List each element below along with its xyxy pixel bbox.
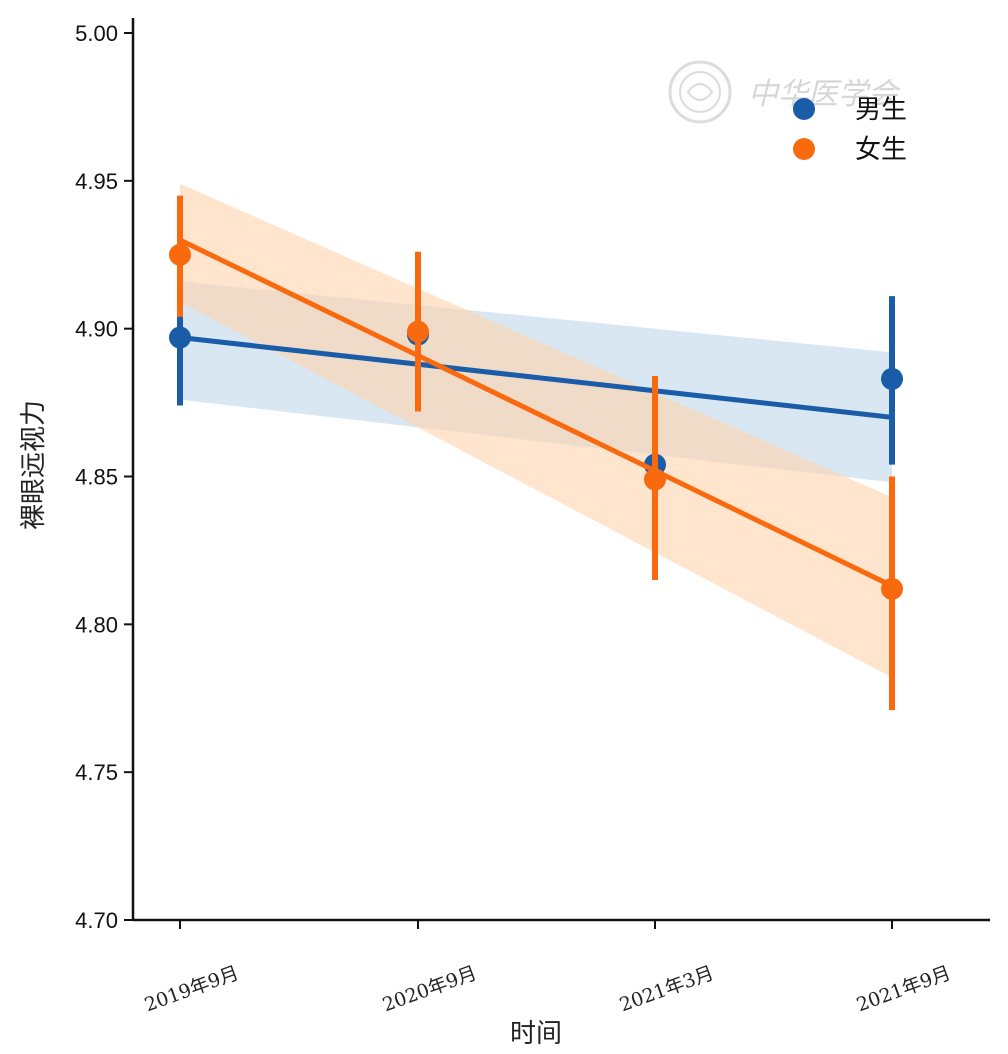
x-axis-title: 时间 xyxy=(510,1019,562,1049)
data-point-male xyxy=(881,367,903,390)
legend-label-female: 女生 xyxy=(855,135,907,165)
watermark-text: 中华医学会 xyxy=(748,77,901,112)
y-tick-label: 4.80 xyxy=(75,612,118,637)
watermark-seal-icon xyxy=(668,60,732,124)
x-tick-label: 2021年9月 xyxy=(854,962,954,1016)
legend-marker-male xyxy=(793,98,815,120)
y-tick-label: 4.95 xyxy=(75,169,118,194)
data-point-female xyxy=(644,468,666,491)
x-axis-ticks: 2019年9月 2020年9月 2021年3月 2021年9月 xyxy=(142,920,954,1016)
x-tick-label: 2019年9月 xyxy=(142,962,242,1016)
legend-marker-female xyxy=(793,138,815,160)
y-tick-label: 5.00 xyxy=(75,21,118,46)
x-tick-label: 2020年9月 xyxy=(380,962,480,1016)
y-axis-ticks: 4.70 4.75 4.80 4.85 4.90 4.95 5.00 xyxy=(75,21,133,933)
y-tick-label: 4.85 xyxy=(75,465,118,490)
y-tick-label: 4.90 xyxy=(75,317,118,342)
regression-line-female xyxy=(178,237,894,589)
plot-area xyxy=(169,183,903,711)
x-tick-label: 2021年3月 xyxy=(617,962,717,1016)
regression-line-male xyxy=(179,335,893,420)
data-point-male xyxy=(169,326,191,349)
watermark: 中华医学会 xyxy=(668,60,901,124)
legend-label-male: 男生 xyxy=(855,95,907,125)
data-point-female xyxy=(407,320,429,343)
data-point-female xyxy=(881,577,903,600)
y-tick-label: 4.75 xyxy=(75,760,118,785)
confidence-band-female xyxy=(180,183,892,678)
y-axis-title: 裸眼远视力 xyxy=(19,400,49,530)
y-tick-label: 4.70 xyxy=(75,908,118,933)
data-point-female xyxy=(169,243,191,266)
